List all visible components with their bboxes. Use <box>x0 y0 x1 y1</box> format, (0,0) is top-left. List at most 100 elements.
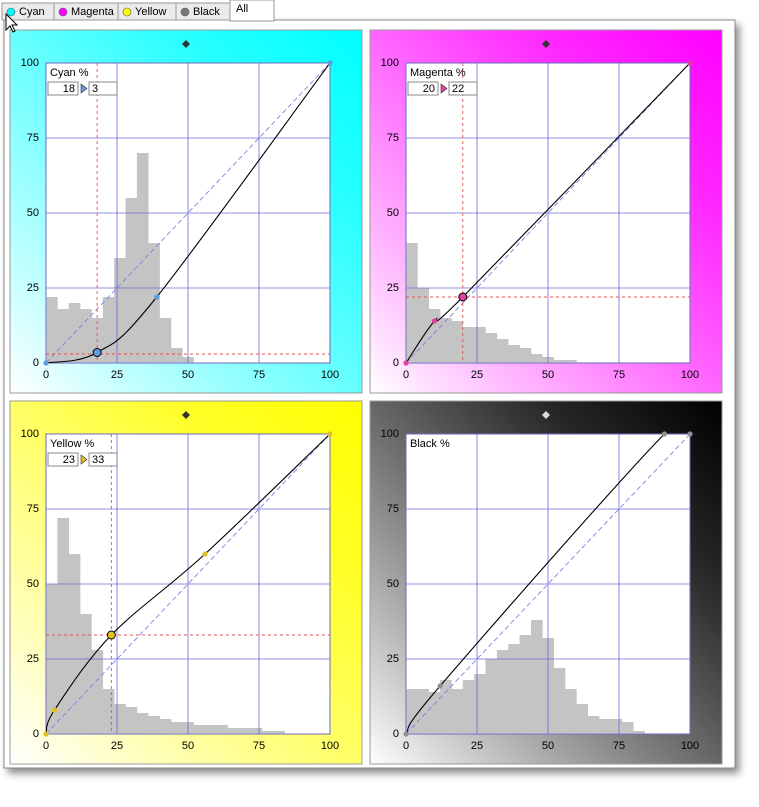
histogram-bar <box>621 722 634 734</box>
y-tick-label: 75 <box>27 503 39 515</box>
input-value: 18 <box>63 83 75 95</box>
y-tick-label: 75 <box>387 503 399 515</box>
identity-diagonal <box>45 433 331 735</box>
control-point[interactable] <box>403 731 409 737</box>
histogram-bar <box>417 288 430 363</box>
control-point[interactable] <box>43 360 49 366</box>
control-point[interactable] <box>154 294 160 300</box>
input-field[interactable] <box>47 452 79 467</box>
control-point[interactable] <box>92 348 102 357</box>
control-point[interactable] <box>403 360 409 366</box>
control-point[interactable] <box>43 731 49 737</box>
x-tick-label: 0 <box>43 740 49 752</box>
y-tick-label: 100 <box>21 428 39 440</box>
tab-label: Cyan <box>19 6 45 18</box>
histogram-bar <box>519 635 532 734</box>
control-point[interactable] <box>202 551 208 557</box>
y-tick-label: 0 <box>33 357 39 369</box>
control-point[interactable] <box>437 683 443 689</box>
histogram-bar <box>170 722 183 734</box>
control-point[interactable] <box>51 707 58 713</box>
tab[interactable]: Black <box>175 2 231 21</box>
tab[interactable]: All <box>229 0 275 22</box>
histogram-bar <box>250 728 263 734</box>
panel-handle[interactable] <box>182 40 190 48</box>
identity-diagonal <box>405 433 691 735</box>
output-field[interactable] <box>88 81 118 96</box>
x-tick-label: 100 <box>681 369 699 381</box>
x-tick-label: 50 <box>182 369 194 381</box>
histogram-bar <box>57 518 70 734</box>
histogram-bar <box>170 348 183 363</box>
control-point[interactable] <box>661 431 668 437</box>
input-field[interactable] <box>47 81 79 96</box>
control-point[interactable] <box>458 292 468 302</box>
histogram-bar <box>125 198 138 363</box>
tab-label: All <box>236 3 248 15</box>
output-value: 3 <box>92 83 98 95</box>
histogram-bar <box>80 614 92 734</box>
y-tick-label: 75 <box>27 132 39 144</box>
tab[interactable]: Yellow <box>117 2 177 21</box>
histogram-bar <box>68 554 81 734</box>
tab-icon <box>122 7 132 17</box>
x-tick-label: 75 <box>613 369 625 381</box>
histogram-bar <box>406 243 418 363</box>
arrow-icon <box>80 83 88 94</box>
histogram-bar <box>46 297 58 363</box>
tab-label: Yellow <box>135 6 166 18</box>
panel-handle[interactable] <box>542 40 550 48</box>
histogram-bar <box>553 360 566 363</box>
panel-handle[interactable] <box>182 411 190 419</box>
y-tick-label: 50 <box>27 578 39 590</box>
histogram-bar <box>508 345 520 363</box>
histogram-bar <box>565 689 577 734</box>
x-tick-label: 100 <box>321 740 339 752</box>
control-point[interactable] <box>687 431 693 437</box>
output-field[interactable] <box>448 81 478 96</box>
output-field[interactable] <box>88 452 118 467</box>
tone-curve <box>406 434 690 734</box>
panel-label: Yellow % <box>50 438 94 450</box>
y-tick-label: 100 <box>381 57 399 69</box>
tab[interactable]: Magenta <box>53 2 119 21</box>
control-point[interactable] <box>687 60 693 66</box>
panel-label: Cyan % <box>50 67 89 79</box>
x-tick-label: 75 <box>253 740 265 752</box>
control-point[interactable] <box>327 60 333 66</box>
histogram-bar <box>485 659 498 734</box>
control-point[interactable] <box>327 431 333 437</box>
histogram-bar <box>474 327 486 363</box>
x-tick-label: 75 <box>253 369 265 381</box>
histogram-bar <box>91 650 104 734</box>
x-tick-label: 100 <box>681 740 699 752</box>
y-tick-label: 75 <box>387 132 399 144</box>
x-tick-label: 50 <box>182 740 194 752</box>
x-tick-label: 50 <box>542 740 554 752</box>
y-tick-label: 50 <box>387 578 399 590</box>
histogram-bar <box>496 650 509 734</box>
histogram-bar <box>261 731 274 734</box>
x-tick-label: 50 <box>542 369 554 381</box>
control-point[interactable] <box>431 318 437 324</box>
y-tick-label: 100 <box>21 57 39 69</box>
y-tick-label: 25 <box>27 282 39 294</box>
y-tick-label: 50 <box>387 207 399 219</box>
input-field[interactable] <box>407 81 439 96</box>
y-tick-label: 0 <box>33 728 39 740</box>
curve-panel: 00 25 25 50 50 75 75 100 100 Magenta % 20 22 <box>369 29 723 394</box>
y-tick-label: 25 <box>27 653 39 665</box>
y-tick-label: 25 <box>387 653 399 665</box>
tab[interactable]: Cyan <box>1 2 55 21</box>
y-tick-label: 0 <box>393 728 399 740</box>
control-point[interactable] <box>106 630 116 640</box>
histogram-bar <box>193 725 206 734</box>
input-value: 20 <box>423 83 435 95</box>
histogram-bar <box>587 716 600 734</box>
curve-panel: 00 25 25 50 50 75 75 100 100 Yellow % 23 33 <box>9 400 363 765</box>
histogram-bar <box>508 644 520 734</box>
x-tick-label: 100 <box>321 369 339 381</box>
histogram-bar <box>496 339 509 363</box>
panel-handle[interactable] <box>542 411 550 419</box>
